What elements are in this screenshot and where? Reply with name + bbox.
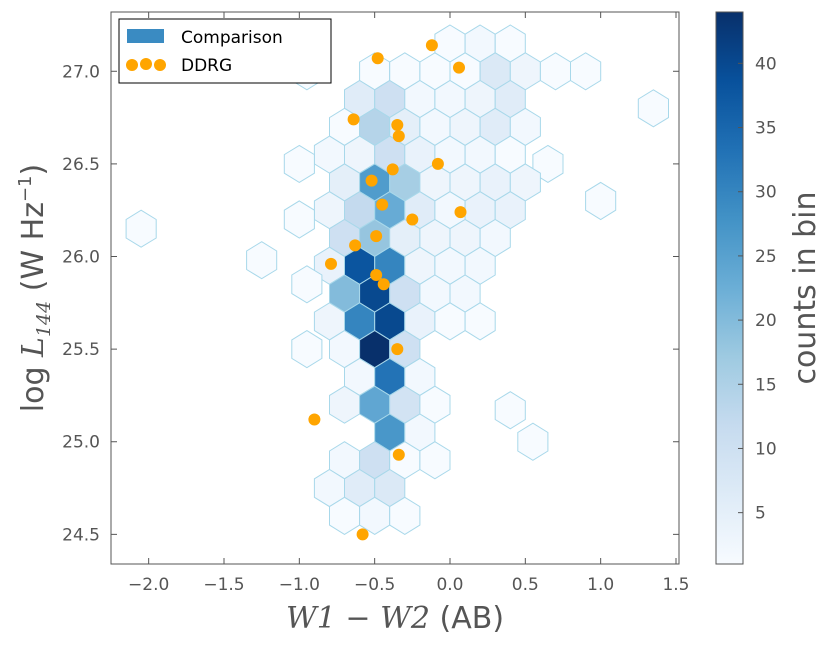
hexbin-cell-101	[389, 496, 421, 535]
legend-ddrg-marker-1	[126, 59, 138, 71]
y-tick-label-1: 25.0	[62, 433, 100, 453]
ddrg-point-14	[325, 257, 337, 270]
hexbin-cell-10	[570, 52, 602, 91]
x-tick-label-4: 0.0	[436, 575, 463, 595]
axis-ticks: −2.0 −1.5 −1.0 −0.5 0.0 0.5 1.0 1.5 24.5 25.0 25.5…	[62, 12, 690, 595]
colorbar-tick-label-4: 25	[755, 247, 777, 267]
y-tick-label-0: 24.5	[62, 525, 100, 545]
y-axis-title-symbol: L	[16, 337, 51, 358]
ddrg-point-9	[376, 198, 389, 211]
legend-ddrg-marker-3	[154, 59, 166, 71]
legend: Comparison DDRG	[118, 18, 332, 84]
y-tick-label-5: 27.0	[62, 62, 100, 82]
colorbar-gradient	[715, 11, 744, 565]
y-axis-title: log L144 (W Hz−1)	[15, 164, 55, 412]
ddrg-point-1	[425, 39, 438, 52]
legend-comparison-swatch	[127, 29, 164, 43]
hexbin-cell-50	[283, 200, 315, 239]
ddrg-point-5	[392, 130, 405, 143]
ddrg-point-20	[356, 528, 369, 541]
ddrg-point-8	[365, 174, 378, 187]
colorbar: 5 10 15 20 25 30 35 40 counts in bin	[715, 11, 823, 565]
ddrg-point-3	[347, 113, 360, 126]
hexbin-cell-33	[283, 144, 315, 183]
y-axis-title-exponent: −1	[15, 175, 36, 202]
x-axis-title: W1 − W2 (AB)	[286, 601, 504, 636]
ddrg-point-12	[370, 230, 383, 243]
hexbin-layer	[125, 24, 669, 535]
x-tick-label-3: −0.5	[354, 575, 395, 595]
hexbin-cell-95	[419, 441, 451, 480]
y-axis-title-subscript: 144	[33, 301, 55, 337]
y-axis-title-units: (W Hz	[16, 202, 51, 301]
ddrg-point-18	[308, 413, 321, 426]
ddrg-point-4	[391, 119, 404, 131]
legend-ddrg-label: DDRG	[181, 56, 232, 76]
x-tick-label-1: −1.5	[203, 575, 244, 595]
x-axis-title-math: W1 − W2	[286, 601, 430, 636]
y-tick-label-2: 25.5	[62, 340, 100, 360]
x-tick-label-2: −1.0	[279, 575, 320, 595]
colorbar-tick-label-1: 10	[755, 439, 777, 459]
ddrg-point-11	[454, 206, 467, 219]
legend-comparison-label: Comparison	[181, 28, 283, 48]
colorbar-ticks: 5 10 15 20 25 30 35 40	[738, 54, 777, 524]
colorbar-tick-label-3: 20	[755, 311, 777, 331]
hexbin-cell-18	[637, 89, 669, 128]
hexbin-cell-88	[494, 391, 526, 430]
ddrg-point-17	[391, 343, 404, 356]
y-axis-title-close: )	[16, 164, 51, 176]
hexbin-cell-76	[464, 302, 496, 341]
hexbin-cell-65	[291, 265, 323, 304]
x-axis-title-units: (AB)	[430, 601, 504, 636]
ddrg-point-19	[392, 448, 405, 461]
plot-frame	[110, 11, 680, 565]
colorbar-label: counts in bin	[788, 191, 823, 384]
hexbin-cell-42	[585, 181, 617, 221]
ddrg-points-layer	[308, 39, 467, 541]
ddrg-point-2	[453, 61, 465, 74]
colorbar-tick-label-7: 40	[755, 54, 777, 74]
x-tick-label-7: 1.5	[662, 575, 689, 595]
hexbin-cell-64	[246, 241, 278, 280]
x-tick-label-0: −2.0	[128, 575, 169, 595]
ddrg-point-15	[370, 269, 383, 281]
hexbin-cell-51	[125, 209, 157, 248]
ddrg-point-0	[371, 52, 384, 65]
x-tick-label-5: 0.5	[512, 575, 539, 595]
y-tick-label-4: 26.5	[62, 155, 100, 175]
ddrg-point-10	[406, 213, 419, 226]
ddrg-point-7	[386, 163, 399, 176]
ddrg-point-16	[377, 278, 390, 291]
colorbar-tick-label-6: 35	[755, 119, 777, 139]
hexbin-cell-77	[291, 330, 323, 369]
colorbar-tick-label-0: 5	[755, 504, 766, 524]
y-axis-title-prefix: log	[16, 357, 51, 412]
ddrg-point-13	[349, 239, 362, 252]
ddrg-point-6	[431, 157, 444, 170]
colorbar-tick-label-2: 15	[755, 375, 777, 395]
y-tick-label-3: 26.0	[62, 248, 100, 268]
colorbar-tick-label-5: 30	[755, 183, 777, 203]
x-tick-label-6: 1.0	[587, 575, 614, 595]
hexbin-cell-91	[517, 422, 549, 461]
legend-ddrg-marker-2	[140, 58, 152, 70]
